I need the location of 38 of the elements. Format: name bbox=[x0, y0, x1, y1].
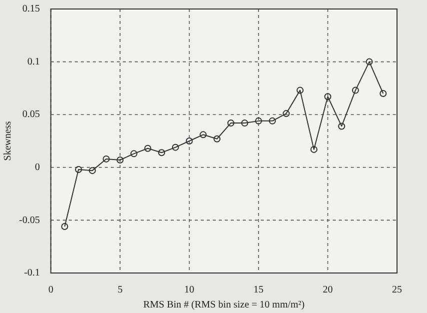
point bbox=[310, 146, 318, 153]
point bbox=[200, 131, 207, 138]
point bbox=[75, 166, 82, 174]
point bbox=[255, 117, 262, 124]
point bbox=[172, 144, 179, 151]
point bbox=[102, 155, 110, 162]
point bbox=[213, 135, 220, 142]
y-tick-label: -0.05 bbox=[18, 214, 40, 226]
x-tick-label: 10 bbox=[184, 284, 194, 296]
point bbox=[380, 90, 387, 97]
point bbox=[296, 86, 304, 94]
x-tick-label: 0 bbox=[48, 284, 54, 296]
y-tick-label: 0.1 bbox=[27, 56, 40, 68]
x-axis-title: RMS Bin # (RMS bin size = 10 mm/m²) bbox=[143, 300, 305, 311]
point bbox=[158, 149, 166, 156]
point bbox=[352, 86, 359, 94]
point bbox=[227, 120, 234, 127]
point bbox=[130, 150, 138, 158]
point bbox=[324, 93, 332, 100]
point bbox=[282, 110, 290, 118]
y-tick-label: 0 bbox=[34, 162, 40, 174]
y-tick-label: 0.15 bbox=[22, 4, 40, 15]
point bbox=[241, 120, 248, 127]
point bbox=[268, 117, 276, 124]
x-tick-label: 5 bbox=[118, 284, 123, 296]
x-tick-label: 15 bbox=[254, 284, 264, 296]
point bbox=[366, 58, 373, 66]
x-tick-label: 25 bbox=[392, 284, 402, 296]
point bbox=[186, 138, 193, 144]
point bbox=[338, 122, 346, 130]
y-tick-label: -0.1 bbox=[24, 268, 40, 279]
point bbox=[116, 156, 124, 164]
y-tick-label: 0.05 bbox=[22, 109, 40, 120]
point bbox=[144, 144, 152, 152]
x-tick-label: 20 bbox=[322, 284, 333, 296]
point bbox=[88, 167, 96, 174]
point bbox=[61, 223, 68, 230]
y-axis-title: Skewness bbox=[2, 121, 14, 161]
